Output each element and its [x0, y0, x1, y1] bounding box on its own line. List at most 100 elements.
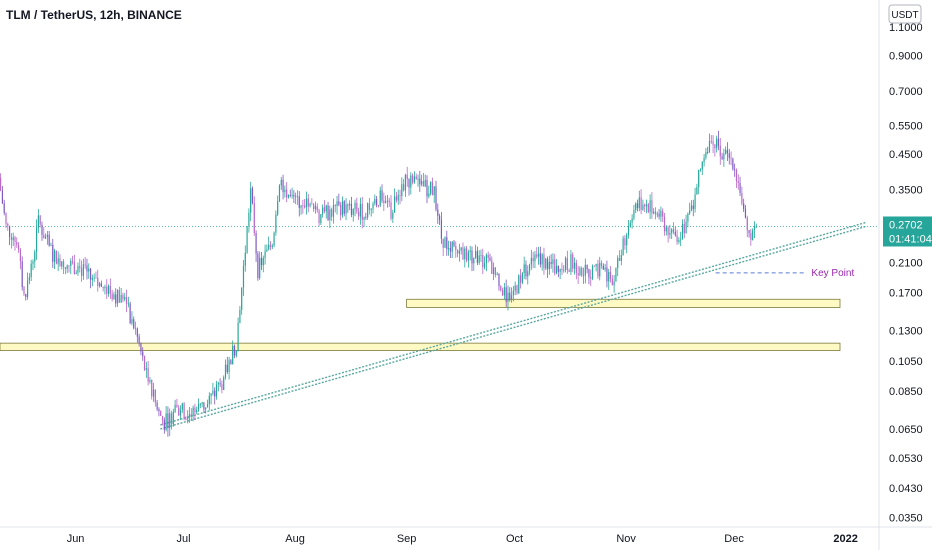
candle-body-161 — [289, 194, 291, 196]
candle-body-155 — [278, 185, 281, 202]
candle-body-350 — [629, 222, 631, 227]
candle-body-414 — [744, 209, 747, 218]
candle-body-145 — [260, 257, 263, 266]
candle-body-271 — [487, 254, 489, 258]
candle-body-27 — [48, 234, 50, 246]
candle-body-16 — [28, 277, 30, 281]
candle-body-330 — [593, 265, 595, 267]
support-zone-2[interactable] — [0, 342, 841, 351]
candle-body-269 — [483, 263, 486, 268]
candle-body-126 — [226, 364, 228, 373]
candle-body-365 — [656, 213, 658, 215]
candle-body-191 — [343, 201, 345, 214]
candle-body-391 — [703, 157, 705, 163]
candle-body-318 — [572, 254, 574, 269]
candle-body-254 — [456, 250, 459, 254]
candle-body-419 — [753, 226, 756, 231]
price-axis[interactable]: 1.1000 0.9000 0.7000 0.5500 0.4500 0.3500 0.21… — [878, 0, 932, 550]
support-zone-1[interactable] — [406, 298, 841, 308]
candle-body-395 — [710, 141, 712, 142]
candle-body-84 — [151, 379, 153, 397]
candle-body-413 — [743, 203, 745, 210]
candle-body-132 — [237, 322, 239, 351]
candle-body-176 — [316, 206, 318, 211]
currency-button[interactable]: USDT — [888, 4, 922, 24]
candle-body-36 — [64, 267, 66, 269]
candle-body-51 — [91, 277, 93, 280]
candle-body-358 — [644, 204, 646, 207]
candle-body-104 — [187, 416, 189, 420]
candle-body-120 — [215, 384, 218, 397]
candle-body-402 — [723, 153, 725, 160]
time-axis[interactable]: Jun Jul Aug Sep Oct Nov Dec 2022 — [0, 526, 932, 545]
candle-body-320 — [575, 262, 577, 274]
key-point-annotation[interactable]: Key Point — [715, 268, 855, 279]
candle-body-412 — [741, 193, 743, 204]
candle-body-44 — [79, 266, 81, 268]
candle-body-156 — [280, 179, 282, 186]
candle-body-137 — [246, 226, 248, 253]
candle-body-298 — [536, 254, 538, 257]
candle-body-157 — [282, 179, 284, 193]
candle-body-57 — [102, 286, 104, 289]
key-point-label: Key Point — [811, 268, 854, 279]
candle-body-179 — [322, 207, 324, 215]
time-tick-oct: Oct — [506, 533, 523, 545]
currency-button-label[interactable]: USDT — [891, 10, 918, 21]
candle-body-163 — [293, 195, 295, 197]
current-price-tag: 0.2702 01:41:04 — [883, 216, 932, 247]
candle-body-34 — [61, 261, 63, 267]
candle-body-203 — [365, 216, 367, 218]
candle-body-73 — [131, 319, 133, 324]
candle-body-119 — [214, 390, 216, 397]
candle-body-235 — [422, 181, 425, 187]
candle-body-375 — [674, 231, 676, 236]
candle-body-164 — [295, 195, 297, 197]
candle-body-149 — [268, 244, 270, 250]
candle-body-408 — [734, 169, 736, 170]
candle-body-139 — [250, 188, 252, 213]
candle-body-325 — [584, 264, 586, 276]
candle-body-48 — [86, 265, 88, 272]
candle-body-33 — [59, 258, 61, 267]
candle-body-227 — [408, 179, 410, 188]
candle-body-376 — [676, 235, 678, 242]
candle-body-199 — [358, 211, 360, 217]
candle-body-371 — [667, 227, 669, 235]
candle-body-60 — [107, 285, 110, 294]
candle-body-344 — [618, 258, 621, 261]
trendline-channel[interactable] — [160, 221, 867, 430]
candle-body-85 — [152, 389, 155, 397]
candle-body-323 — [581, 267, 583, 276]
candle-body-125 — [224, 364, 227, 378]
candle-body-234 — [421, 181, 423, 185]
candle-body-351 — [631, 218, 633, 223]
candle-body-55 — [98, 283, 101, 286]
price-tag-price: 0.2702 — [889, 219, 923, 231]
time-tick-sep: Sep — [397, 533, 417, 545]
candle-body-174 — [313, 204, 315, 210]
candle-body-29 — [52, 244, 54, 262]
candle-body-374 — [672, 229, 675, 232]
candle-body-175 — [314, 206, 317, 210]
trendline-edge-2[interactable] — [160, 225, 867, 430]
candle-body-378 — [680, 239, 682, 241]
candle-body-78 — [140, 343, 142, 352]
price-tick-14: 0.0430 — [889, 483, 923, 495]
candle-body-123 — [221, 384, 223, 391]
currency-button-frame[interactable] — [888, 4, 922, 24]
candle-body-115 — [206, 404, 209, 408]
candle-body-369 — [663, 216, 666, 232]
candle-body-356 — [640, 197, 642, 210]
candle-body-400 — [719, 145, 721, 157]
candle-body-416 — [748, 230, 750, 234]
candle-body-295 — [530, 257, 532, 265]
price-tag-countdown: 01:41:04 — [889, 233, 932, 245]
candle-body-322 — [579, 267, 581, 276]
trendline-edge-1[interactable] — [160, 221, 867, 426]
candle-body-153 — [275, 214, 277, 233]
candle-body-99 — [178, 407, 180, 416]
candle-body-348 — [626, 235, 628, 246]
